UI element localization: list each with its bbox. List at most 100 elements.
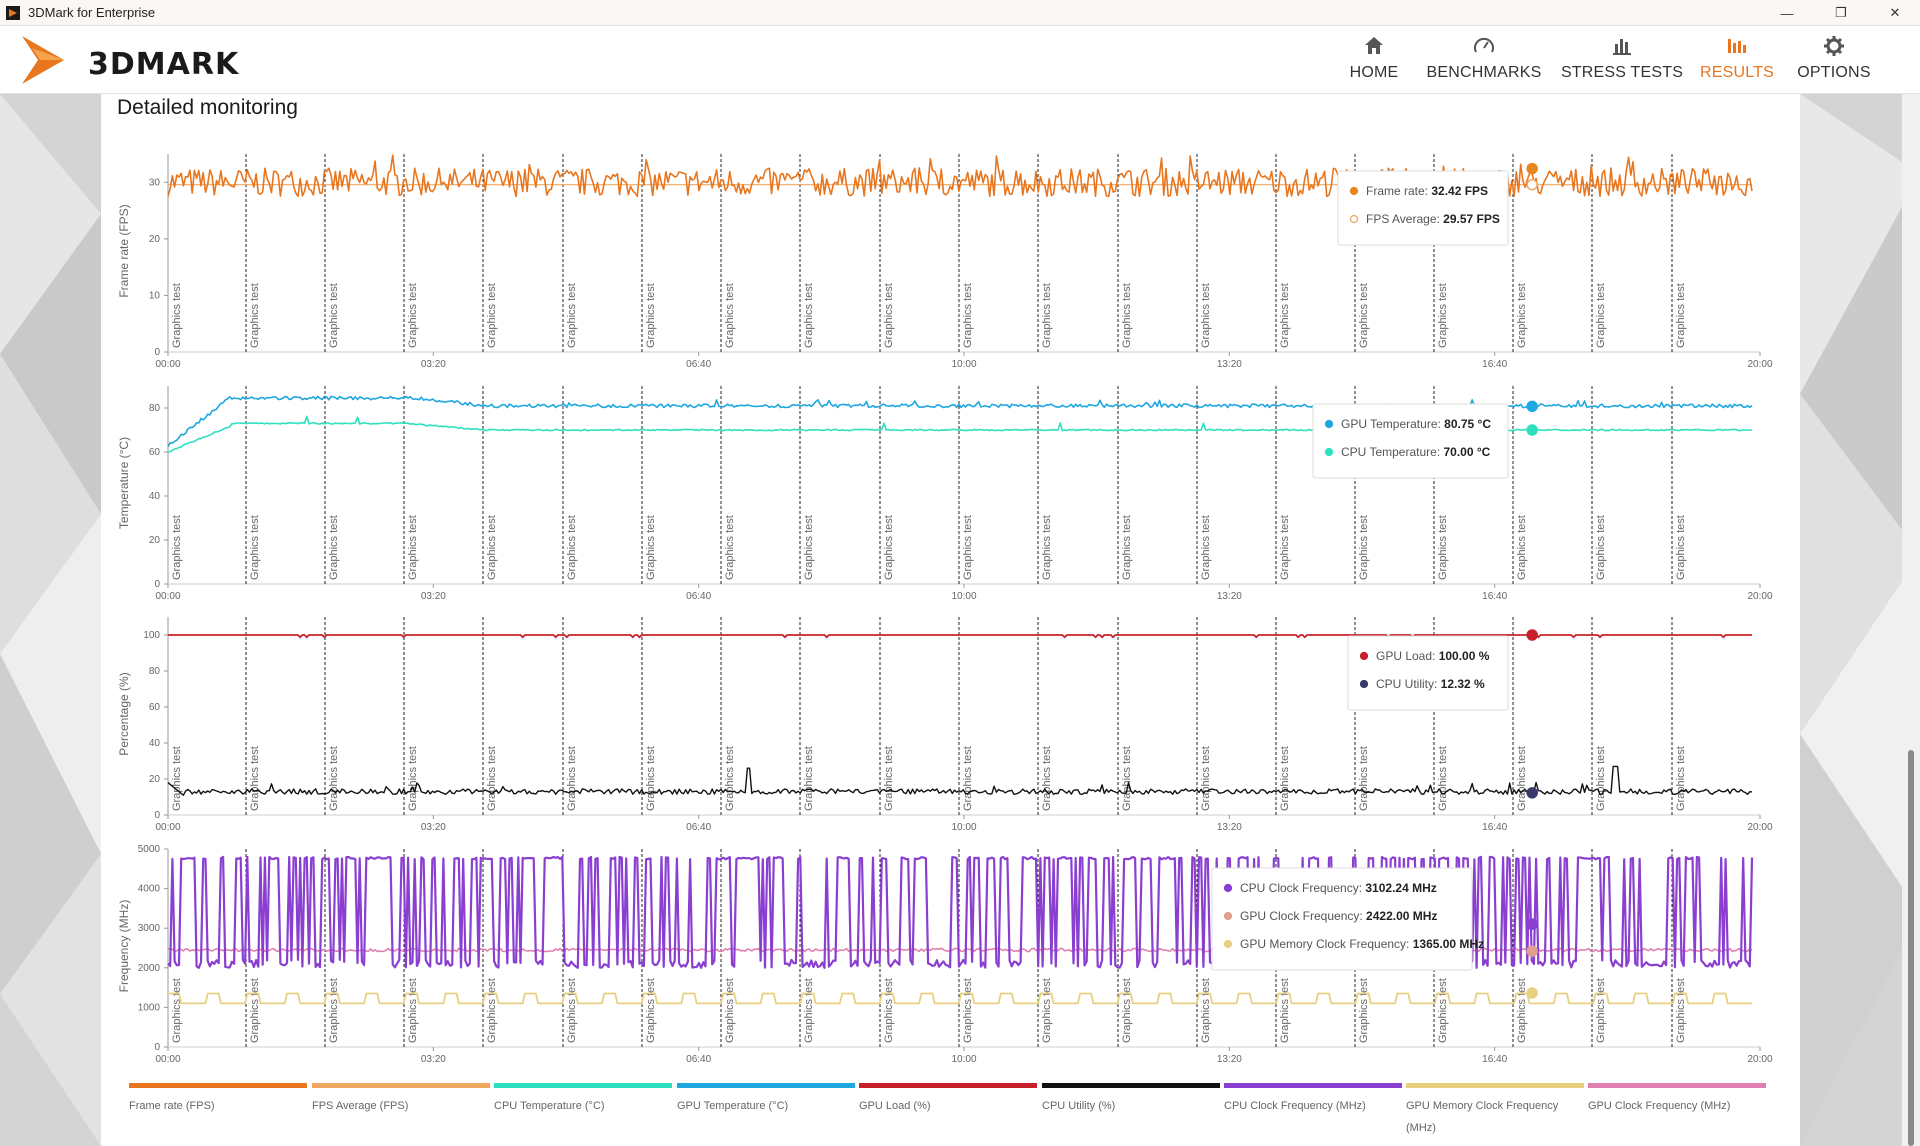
scrollbar-thumb[interactable] (1908, 750, 1914, 1146)
segment-label: Graphics test (962, 746, 974, 811)
nav-benchmarks[interactable]: BENCHMARKS (1425, 34, 1543, 90)
segment-label: Graphics test (328, 746, 340, 811)
tooltip-box (1312, 403, 1509, 479)
segment-label: Graphics test (407, 515, 419, 580)
x-tick-label: 03:20 (421, 1054, 446, 1065)
y-tick-label: 100 (143, 630, 160, 641)
legend-gpu-temperature[interactable]: GPU Temperature (°C) (677, 1083, 855, 1133)
y-tick-label: 80 (149, 666, 161, 677)
segment-label: Graphics test (1595, 283, 1607, 348)
x-tick-label: 13:20 (1217, 1054, 1242, 1065)
x-tick-label: 06:40 (686, 822, 711, 833)
segment-label: Graphics test (486, 746, 498, 811)
segment-label: Graphics test (1041, 746, 1053, 811)
segment-label: Graphics test (407, 283, 419, 348)
hover-marker (1526, 629, 1538, 641)
segment-label: Graphics test (1516, 283, 1528, 348)
segment-label: Graphics test (724, 746, 736, 811)
x-tick-label: 03:20 (421, 359, 446, 370)
hover-marker (1526, 400, 1538, 413)
scrollbar-track[interactable] (1902, 94, 1920, 1146)
x-tick-label: 20:00 (1747, 359, 1772, 370)
segment-label: Graphics test (566, 746, 578, 811)
y-axis-label: Temperature (°C) (117, 437, 131, 529)
segment-label: Graphics test (566, 515, 578, 580)
legend-label: CPU Clock Frequency (MHz) (1224, 1100, 1366, 1112)
y-tick-label: 4000 (138, 884, 161, 895)
nav-stress-tests[interactable]: STRESS TESTS (1561, 34, 1683, 90)
page-title: Detailed monitoring (117, 96, 298, 119)
segment-label: Graphics test (171, 283, 183, 348)
segment-label: Graphics test (1358, 515, 1370, 580)
hover-marker (1526, 918, 1538, 930)
tooltip-series-value: 70.00 °C (1444, 445, 1491, 459)
segment-label: Graphics test (803, 978, 815, 1043)
segment-label: Graphics test (803, 515, 815, 580)
segment-label: Graphics test (962, 978, 974, 1043)
segment-label: Graphics test (724, 283, 736, 348)
segment-label: Graphics test (803, 283, 815, 348)
window-titlebar: 3DMark for Enterprise — ❐ ✕ (0, 0, 1920, 26)
segment-label: Graphics test (645, 746, 657, 811)
segment-label: Graphics test (1121, 283, 1133, 348)
logo-mark-icon (22, 36, 64, 84)
close-button[interactable]: ✕ (1889, 5, 1901, 20)
segment-label: Graphics test (645, 978, 657, 1043)
segment-label: Graphics test (1279, 283, 1291, 348)
nav-options[interactable]: OPTIONS (1796, 34, 1872, 90)
y-tick-label: 2000 (138, 963, 161, 974)
cpu-clock-line (167, 855, 1754, 969)
legend-label: GPU Clock Frequency (MHz) (1588, 1100, 1731, 1112)
legend-gpu-clock[interactable]: GPU Clock Frequency (MHz) (1588, 1083, 1766, 1133)
x-tick-label: 16:40 (1482, 1054, 1507, 1065)
results-chart-icon (1728, 39, 1746, 53)
hover-marker (1526, 787, 1538, 799)
legend-label: FPS Average (FPS) (312, 1100, 409, 1112)
segment-label: Graphics test (486, 978, 498, 1043)
segment-label: Graphics test (1437, 283, 1449, 348)
legend-cpu-temperature[interactable]: CPU Temperature (°C) (494, 1083, 672, 1133)
segment-label: Graphics test (171, 746, 183, 811)
y-tick-label: 1000 (138, 1002, 161, 1013)
y-tick-label: 60 (149, 702, 161, 713)
home-icon (1365, 37, 1383, 54)
segment-label: Graphics test (724, 978, 736, 1043)
legend-label: CPU Utility (%) (1042, 1100, 1116, 1112)
x-tick-label: 10:00 (951, 1054, 976, 1065)
gpu-memory-clock-line (168, 992, 1752, 1005)
background-pattern-left (0, 94, 101, 1146)
segment-label: Graphics test (171, 515, 183, 580)
y-tick-label: 0 (154, 1042, 160, 1053)
results-panel (101, 94, 1800, 1146)
minimize-button[interactable]: — (1780, 5, 1794, 21)
y-tick-label: 0 (154, 347, 160, 358)
segment-label: Graphics test (1437, 746, 1449, 811)
tooltip-series-value: 2422.00 MHz (1366, 909, 1437, 923)
x-tick-label: 10:00 (951, 359, 976, 370)
legend-swatch (312, 1083, 490, 1088)
legend-cpu-clock[interactable]: CPU Clock Frequency (MHz) (1224, 1083, 1402, 1133)
segment-label: Graphics test (407, 978, 419, 1043)
legend-gpu-load[interactable]: GPU Load (%) (859, 1083, 1037, 1133)
legend-swatch (677, 1083, 855, 1088)
legend-frame-rate[interactable]: Frame rate (FPS) (129, 1083, 307, 1133)
gear-icon (1824, 36, 1844, 56)
nav-home[interactable]: HOME (1348, 34, 1400, 90)
segment-label: Graphics test (1595, 978, 1607, 1043)
nav-results[interactable]: RESULTS (1700, 34, 1774, 90)
segment-label: Graphics test (1516, 978, 1528, 1043)
segment-label: Graphics test (328, 978, 340, 1043)
legend-gpu-memory-clock[interactable]: GPU Memory Clock Frequency (MHz) (1406, 1083, 1584, 1134)
window-title: 3DMark for Enterprise (28, 5, 156, 20)
legend-swatch (494, 1083, 672, 1088)
maximize-button[interactable]: ❐ (1835, 5, 1847, 20)
brand-logo[interactable]: 3DMARK (18, 34, 248, 86)
legend-label: GPU Memory Clock Frequency (MHz) (1406, 1100, 1559, 1134)
segment-label: Graphics test (566, 978, 578, 1043)
legend-cpu-utility[interactable]: CPU Utility (%) (1042, 1083, 1220, 1133)
segment-label: Graphics test (1041, 283, 1053, 348)
tooltip-series-dot (1324, 419, 1334, 429)
tooltip-series-dot (1359, 651, 1369, 661)
legend-fps-average[interactable]: FPS Average (FPS) (312, 1083, 490, 1133)
